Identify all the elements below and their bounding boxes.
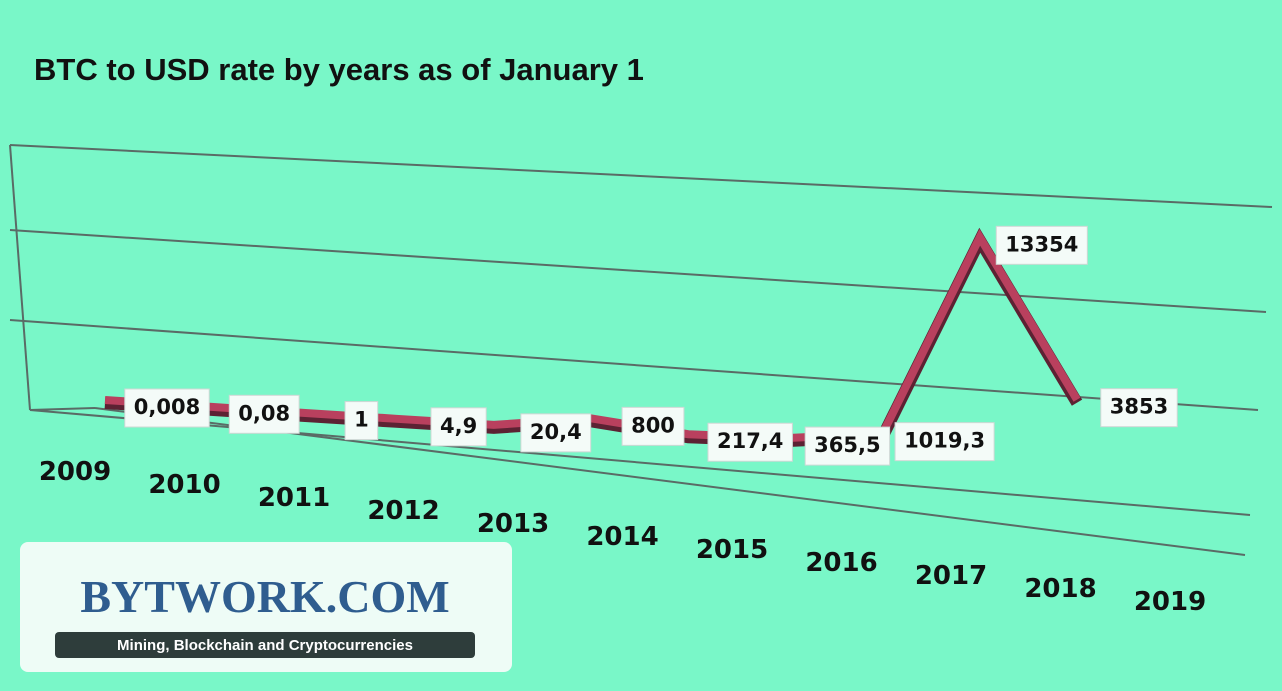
x-tick-label: 2016 [805,548,877,578]
data-label-box [995,225,1088,265]
data-label-text: 4,9 [440,414,477,438]
data-label-text: 13354 [1005,232,1078,256]
x-tick-label: 2013 [477,509,549,539]
data-label-box [707,422,793,462]
data-label-text: 800 [631,413,675,437]
watermark-tagline: Mining, Blockchain and Cryptocurrencies [117,637,413,654]
watermark: BYTWORK.COM Mining, Blockchain and Crypt… [20,542,512,672]
x-tick-label: 2014 [586,522,658,552]
data-label-box [621,406,685,446]
data-label: 3853 [1100,388,1178,428]
data-label-text: 365,5 [814,433,880,457]
x-tick-label: 2012 [367,496,439,526]
data-label: 0,008 [124,388,210,428]
data-label-box [124,388,210,428]
grid-wall-line [29,407,96,411]
data-label-box [344,401,379,441]
x-tick-label: 2019 [1134,587,1206,617]
data-label-box [894,422,995,462]
data-label: 13354 [995,225,1088,265]
data-label-text: 217,4 [717,429,783,453]
data-label-text: 1019,3 [904,429,985,453]
data-label: 1019,3 [894,422,995,462]
watermark-tagline-bg [55,632,475,658]
data-label: 4,9 [430,407,487,447]
data-label-text: 1 [354,408,369,432]
data-label-box [430,407,487,447]
x-tick-label: 2018 [1024,574,1096,604]
data-label: 1 [344,401,379,441]
data-label: 217,4 [707,422,793,462]
x-tick-label: 2017 [915,561,987,591]
grid-plane-line [9,144,1273,208]
x-tick-label: 2009 [39,457,111,487]
data-label-box [804,426,891,466]
data-label-text: 0,08 [238,401,290,425]
x-tick-label: 2010 [148,470,220,500]
chart-title: BTC to USD rate by years as of January 1 [34,52,644,87]
grid-plane-line [9,229,1267,313]
data-label-box [520,413,592,453]
data-label-text: 0,008 [134,395,200,419]
data-label-box [1100,388,1178,428]
data-label: 800 [621,406,685,446]
grid-plane-line [9,319,1259,411]
data-label-box [228,394,300,434]
data-label-text: 3853 [1110,395,1168,419]
x-tick-label: 2015 [696,535,768,565]
data-label: 20,4 [520,413,592,453]
x-tick-label: 2011 [258,483,330,513]
data-label-text: 20,4 [530,420,582,444]
grid-wall-line [9,144,31,411]
watermark-name: BYTWORK.COM [80,571,449,622]
data-label: 365,5 [804,426,891,466]
data-label: 0,08 [228,394,300,434]
